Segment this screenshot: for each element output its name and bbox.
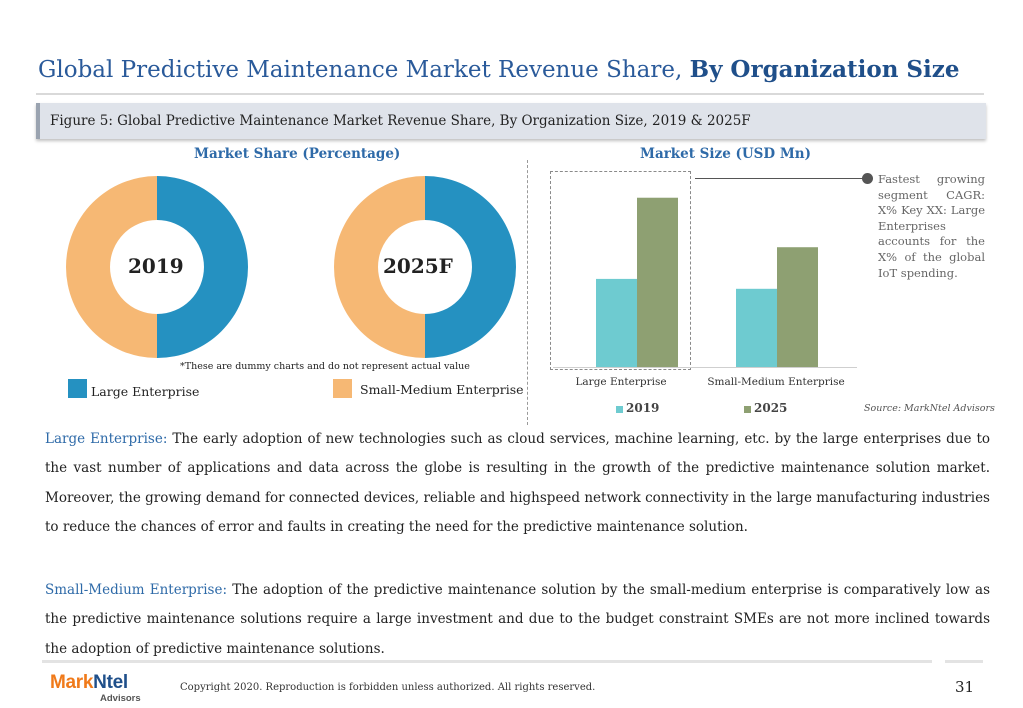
bar-legend-label-2019: 2019	[626, 401, 660, 415]
bar-large-enterprise-2019	[596, 278, 637, 368]
bar-chart-title: Market Size (USD Mn)	[640, 146, 811, 162]
source-note: Source: MarkNtel Advisors	[864, 403, 995, 414]
bar-legend-label-2025: 2025	[754, 401, 788, 415]
logo-mark: Mark	[50, 672, 94, 693]
bar-chart	[596, 197, 818, 368]
logo-subtitle: Advisors	[100, 693, 141, 704]
callout-dot	[862, 173, 873, 184]
legend-label-small-medium-enterprise: Small-Medium Enterprise	[360, 382, 524, 397]
bar-chart-x-axis	[553, 367, 857, 368]
bar-legend-swatch-2025	[744, 406, 751, 413]
bar-legend-swatch-2019	[616, 406, 623, 413]
bar-small-medium-enterprise-2019	[736, 288, 777, 368]
paragraph-label-small-medium-enterprise: Small-Medium Enterprise:	[45, 582, 228, 598]
page-title-bold: By Organization Size	[689, 56, 960, 83]
figure-caption: Figure 5: Global Predictive Maintenance …	[50, 113, 751, 129]
bar-large-enterprise-2025	[637, 197, 678, 368]
markntel-logo: MarkNtel	[50, 672, 128, 694]
paragraph-text-large-enterprise: The early adoption of new technologies s…	[45, 431, 990, 535]
legend-swatch-small-medium-enterprise	[333, 379, 352, 398]
page-title: Global Predictive Maintenance Market Rev…	[38, 56, 959, 83]
paragraph-large-enterprise: Large Enterprise: The early adoption of …	[45, 425, 990, 542]
dummy-chart-note: *These are dummy charts and do not repre…	[180, 361, 470, 372]
page-title-regular: Global Predictive Maintenance Market Rev…	[38, 57, 683, 83]
donut-center-label-2019: 2019	[128, 254, 184, 278]
callout-line	[695, 178, 865, 179]
bar-small-medium-enterprise-2025	[777, 247, 818, 368]
figure-caption-bar: Figure 5: Global Predictive Maintenance …	[36, 103, 986, 139]
donut-chart-2025f	[334, 176, 516, 358]
donut-chart-title: Market Share (Percentage)	[194, 146, 401, 162]
donut-slice-2019-large-enterprise	[157, 176, 248, 358]
paragraph-small-medium-enterprise: Small-Medium Enterprise: The adoption of…	[45, 576, 990, 664]
bar-category-label-small-medium-enterprise: Small-Medium Enterprise	[707, 376, 845, 388]
legend-swatch-large-enterprise	[68, 379, 87, 398]
footer-divider-short	[945, 660, 983, 663]
copyright-text: Copyright 2020. Reproduction is forbidde…	[180, 682, 596, 693]
legend-label-large-enterprise: Large Enterprise	[91, 384, 200, 399]
highlight-box-large-enterprise	[550, 171, 691, 370]
logo-ntel: Ntel	[93, 672, 128, 693]
donut-center-label-2025f: 2025F	[383, 254, 453, 278]
paragraph-text-small-medium-enterprise: The adoption of the predictive maintenan…	[45, 582, 990, 657]
donut-slice-2025f-small-medium-enterprise	[334, 176, 425, 358]
footer-divider	[42, 660, 932, 663]
bar-category-label-large-enterprise: Large Enterprise	[575, 376, 667, 388]
donut-slice-2019-small-medium-enterprise	[65, 176, 157, 358]
paragraph-label-large-enterprise: Large Enterprise:	[45, 431, 168, 447]
callout-text: Fastest growing segment CAGR: X% Key XX:…	[878, 172, 985, 280]
donut-slice-2025f-large-enterprise	[425, 176, 516, 358]
title-divider	[36, 93, 984, 95]
page-number: 31	[955, 678, 975, 696]
donut-chart-2019	[65, 176, 248, 358]
chart-separator	[527, 160, 528, 425]
